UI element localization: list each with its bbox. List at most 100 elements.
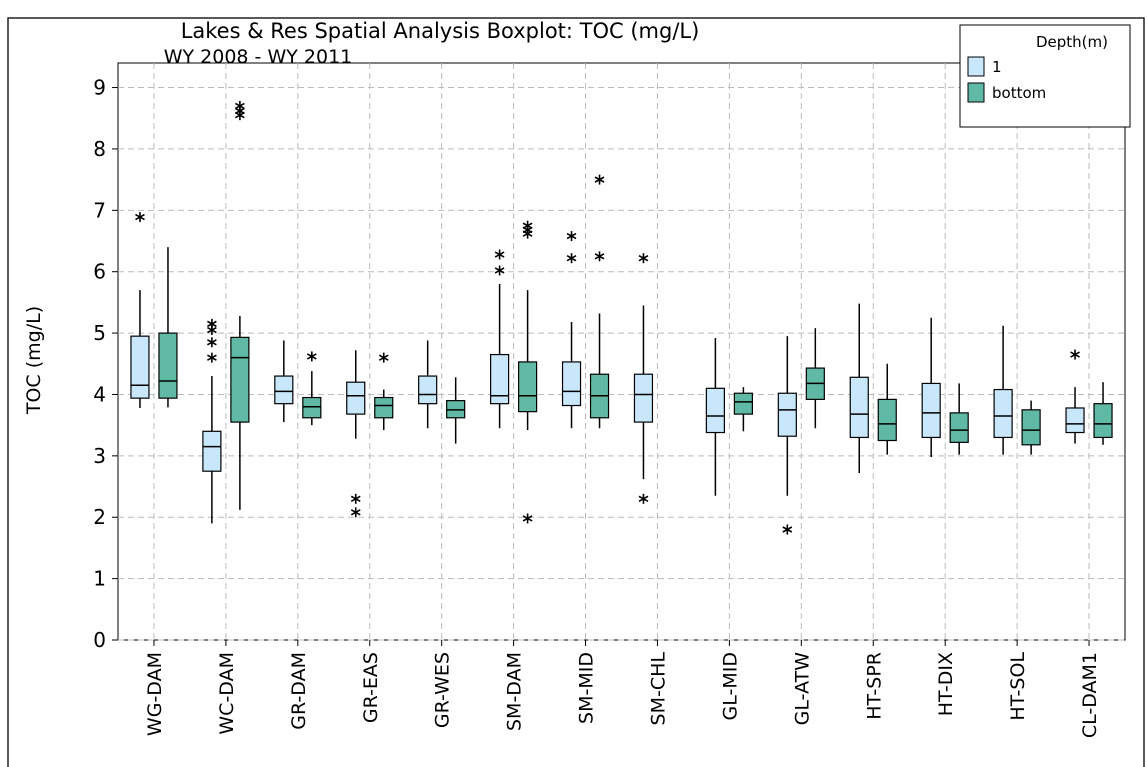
outlier (350, 507, 361, 518)
legend-title: Depth(m) (1036, 33, 1108, 51)
box (1021, 409, 1041, 446)
outlier-stroke (350, 509, 361, 516)
outlier-stroke (494, 267, 505, 274)
outlier-stroke (494, 251, 505, 258)
outlier (235, 110, 245, 121)
outlier-stroke (378, 354, 389, 361)
box (302, 396, 322, 419)
y-tick-label: 3 (93, 444, 106, 468)
box (849, 376, 869, 439)
y-tick-label: 4 (93, 382, 106, 406)
outlier-stroke (782, 526, 793, 533)
outlier (638, 493, 649, 504)
outlier (494, 265, 505, 276)
box (374, 396, 394, 419)
outlier-stroke (306, 353, 317, 360)
outlier (350, 493, 361, 504)
x-tick-label: SM-CHL (647, 652, 669, 726)
box (202, 430, 222, 472)
outlier (207, 337, 217, 348)
x-tick-label: CL-DAM1 (1079, 652, 1101, 738)
box (1065, 407, 1085, 434)
x-tick-label: WC-DAM (216, 652, 238, 735)
box (274, 375, 294, 405)
box (158, 332, 178, 399)
y-axis-label: TOC (mg/L) (23, 306, 45, 415)
y-tick-label: 9 (93, 76, 106, 100)
y-tick-label: 0 (93, 628, 106, 652)
outlier-stroke (566, 232, 577, 240)
chart-title: Lakes & Res Spatial Analysis Boxplot: TO… (181, 19, 700, 43)
x-tick-label: SM-DAM (504, 652, 526, 731)
outlier (594, 174, 605, 185)
box (921, 382, 941, 439)
x-tick-label: SM-MID (576, 652, 598, 724)
x-tick-label: GL-MID (719, 652, 741, 720)
legend-box (959, 24, 1131, 128)
y-tick-label: 8 (93, 137, 106, 161)
outlier-stroke (207, 354, 217, 361)
box (230, 336, 250, 423)
outlier-stroke (207, 320, 217, 328)
box (777, 392, 797, 437)
outlier (494, 249, 505, 260)
box (1093, 403, 1113, 439)
box (418, 375, 438, 405)
x-tick-label: HT-SPR (863, 652, 885, 720)
outlier-stroke (522, 230, 533, 237)
outlier-stroke (594, 253, 605, 260)
outlier-stroke (566, 254, 577, 262)
box (346, 381, 366, 415)
x-tick-label: HT-SOL (1007, 652, 1029, 721)
outlier (522, 513, 533, 524)
outlier (207, 318, 217, 329)
legend-label: bottom (992, 84, 1046, 102)
box (490, 353, 510, 405)
outlier (378, 352, 389, 363)
box (877, 398, 897, 442)
legend-label: 1 (992, 58, 1002, 76)
y-tick-label: 2 (93, 505, 106, 529)
outlier (522, 228, 533, 239)
outlier-stroke (1070, 351, 1080, 358)
outlier (135, 212, 145, 223)
outlier-stroke (350, 495, 361, 503)
outlier-stroke (594, 176, 605, 183)
x-tick-label: GR-WES (432, 652, 454, 728)
outlier (782, 524, 793, 535)
outlier-stroke (207, 326, 217, 334)
y-tick-label: 6 (93, 260, 106, 284)
y-tick-label: 1 (93, 567, 106, 591)
box (518, 361, 538, 413)
legend-swatch (967, 56, 985, 77)
x-tick-label: GR-DAM (288, 652, 310, 730)
outlier-stroke (522, 515, 533, 522)
x-tick-label: HT-DIX (935, 652, 957, 716)
outlier (638, 253, 649, 264)
outlier (594, 251, 605, 262)
box (733, 392, 753, 415)
outlier (566, 253, 577, 264)
box (561, 361, 582, 407)
outlier-stroke (207, 339, 217, 346)
outlier (566, 231, 577, 242)
x-tick-label: WG-DAM (144, 652, 166, 736)
outlier (1070, 349, 1080, 360)
outlier (207, 352, 217, 363)
x-tick-label: GR-EAS (360, 652, 382, 723)
box (705, 387, 725, 434)
outlier-stroke (135, 213, 145, 221)
legend-swatch (967, 82, 985, 103)
outlier (306, 351, 317, 362)
box (633, 373, 654, 423)
x-tick-label: GL-ATW (791, 652, 813, 726)
y-tick-label: 5 (93, 321, 106, 345)
plot-area (117, 62, 1126, 641)
box (949, 412, 969, 443)
box (993, 388, 1013, 439)
y-tick-label: 7 (93, 198, 106, 222)
outlier-stroke (638, 254, 649, 262)
box (130, 335, 150, 399)
